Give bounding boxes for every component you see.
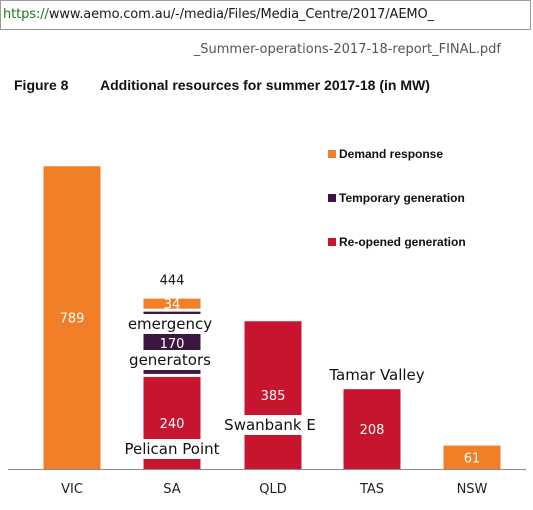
annotation-pelican-point: Pelican Point: [124, 440, 219, 458]
data-label-sa-temporary-generation: 170: [160, 337, 185, 352]
annotation-emergency-bg: [125, 314, 215, 334]
stacked-bar-chart: 789 240 170 34 385 208 61 VIC SA QLD TAS NSW 444 emer…: [8, 147, 526, 497]
annotation-generators-bg: [127, 350, 214, 370]
bar-tas-re-opened-generation: [343, 389, 401, 469]
data-label-vic-demand-response: 789: [60, 312, 85, 327]
figure-title: Figure 8 Additional resources for summer …: [14, 77, 430, 93]
url-continuation: _Summer-operations-2017-18-report_FINAL.…: [193, 42, 501, 57]
figure-caption: Additional resources for summer 2017-18 …: [100, 77, 430, 93]
bar-nsw-demand-response: [443, 445, 501, 469]
address-bar[interactable]: https://www.aemo.com.au/-/media/Files/Me…: [0, 0, 531, 30]
x-tick-label-vic: VIC: [61, 482, 83, 497]
legend-label-re-opened-generation: Re-opened generation: [339, 235, 466, 249]
annotation-pelican-point-bg: [122, 439, 222, 459]
bar-qld-re-opened-generation: [244, 321, 302, 469]
url-scheme: https://: [3, 7, 49, 22]
x-tick-label-sa: SA: [163, 482, 180, 497]
data-label-qld-re-opened-generation: 385: [261, 389, 286, 404]
figure-number: Figure 8: [14, 77, 69, 93]
legend-label-demand-response: Demand response: [339, 147, 443, 161]
annotation-tamar-valley: Tamar Valley: [328, 366, 424, 384]
bar-vic-demand-response: [43, 166, 101, 469]
x-tick-label-nsw: NSW: [457, 482, 488, 497]
legend-swatch-demand-response: [328, 150, 336, 158]
url-path: www.aemo.com.au/-/media/Files/Media_Cent…: [48, 7, 435, 22]
annotation-emergency: emergency: [128, 315, 212, 333]
x-tick-label-qld: QLD: [259, 482, 287, 497]
legend-label-temporary-generation: Temporary generation: [339, 191, 465, 205]
legend-swatch-re-opened-generation: [328, 238, 336, 246]
data-label-sa-re-opened-generation: 240: [160, 417, 185, 432]
x-tick-label-tas: TAS: [359, 482, 384, 497]
bar-sa-demand-response: [143, 298, 201, 309]
data-label-nsw-demand-response: 61: [464, 451, 481, 466]
annotation-generators: generators: [129, 351, 211, 369]
legend-swatch-temporary-generation: [328, 194, 336, 202]
annotation-swanbank-e-bg: [222, 415, 318, 435]
annotation-tamar-valley-bg: [326, 365, 427, 385]
annotation-swanbank-e: Swanbank E: [224, 416, 316, 434]
total-label-sa: 444: [160, 274, 185, 289]
data-label-sa-demand-response: 34: [164, 298, 181, 313]
url-text: https://www.aemo.com.au/-/media/Files/Me…: [3, 7, 434, 22]
data-label-tas-re-opened-generation: 208: [360, 423, 385, 438]
